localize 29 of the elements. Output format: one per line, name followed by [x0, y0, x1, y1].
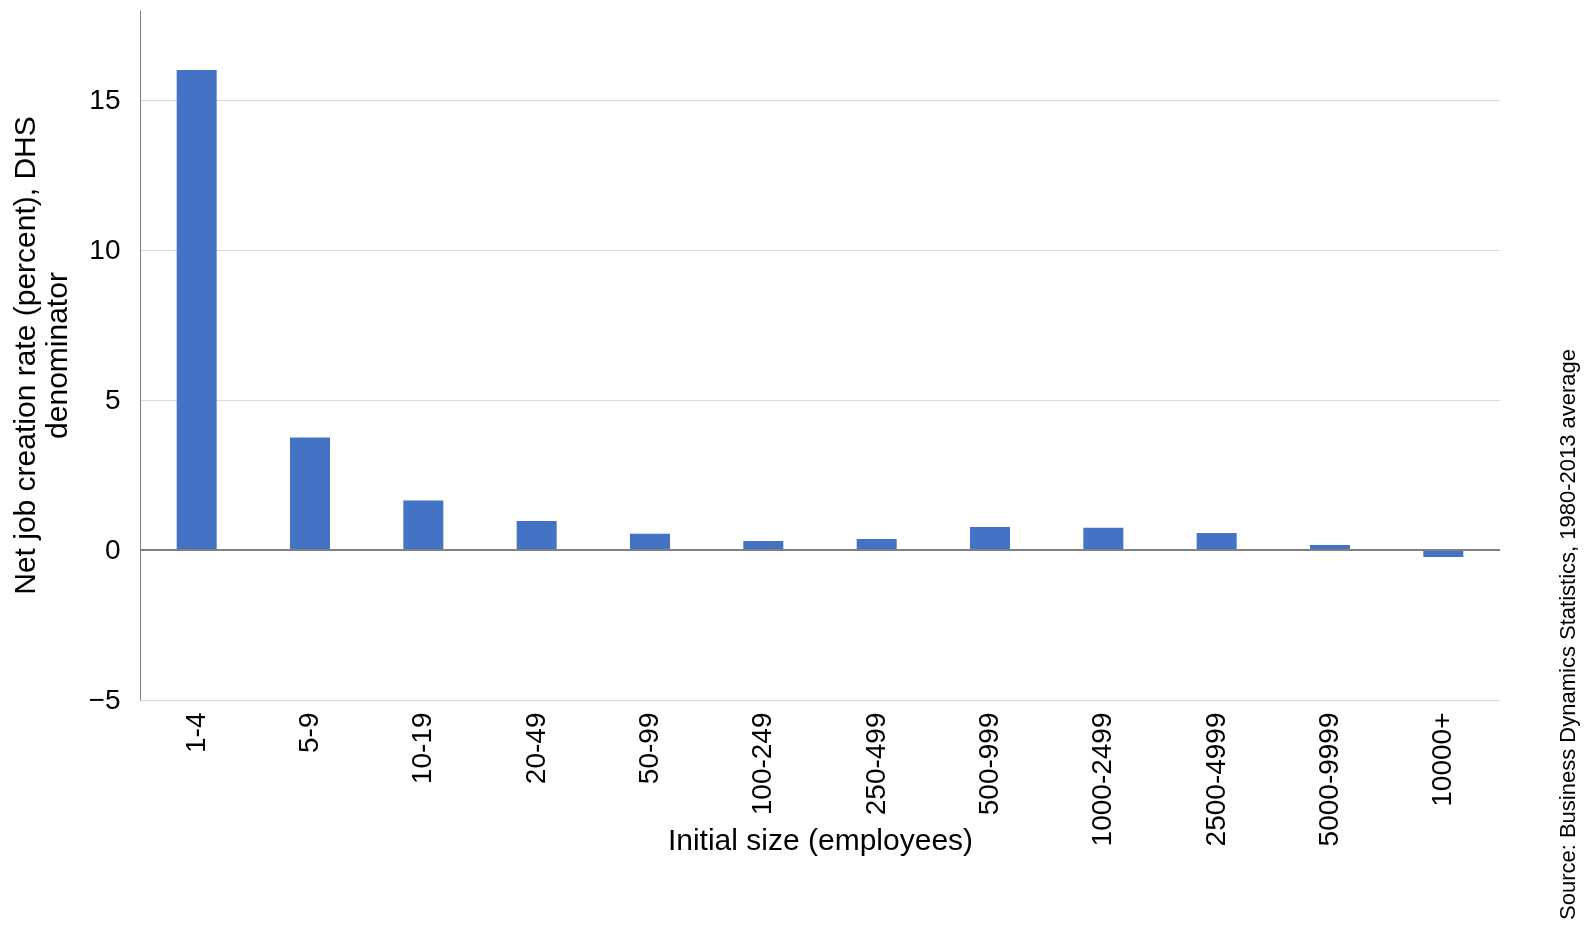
bar	[1083, 527, 1124, 550]
bar	[176, 70, 217, 550]
y-tick-label: −5	[88, 683, 121, 715]
bar	[856, 538, 897, 550]
bar	[1196, 532, 1237, 550]
x-tick-label: 5-9	[293, 712, 324, 753]
x-axis-title: Initial size (employees)	[667, 823, 974, 857]
x-tick-label: 100-249	[746, 712, 778, 816]
bar	[403, 500, 444, 550]
y-tick-label: 5	[104, 383, 121, 415]
bar	[630, 533, 670, 550]
bar	[516, 520, 557, 550]
y-tick-label: 10	[89, 233, 121, 265]
source-note: Source: Business Dynamics Statistics, 1980-2013 average	[1555, 348, 1581, 920]
y-axis-title: Net job creation rate (percent), DHS denominator	[7, 116, 73, 595]
x-tick-label: 20-49	[519, 712, 551, 785]
x-tick-label: 50-99	[633, 712, 664, 785]
bar	[290, 437, 330, 550]
x-tick-label: 10-19	[406, 712, 438, 785]
y-tick-label: 15	[89, 83, 121, 115]
x-tick-label: 500-999	[973, 712, 1004, 816]
y-tick-label: 0	[104, 533, 121, 565]
x-tick-label: 5000-9999	[1313, 712, 1344, 847]
x-tick-label: 10000+	[1426, 712, 1458, 807]
x-tick-label: 1000-2499	[1086, 712, 1118, 847]
x-tick-label: 1-4	[179, 712, 211, 753]
bar	[970, 526, 1010, 550]
x-tick-label: 250-499	[859, 712, 891, 816]
x-tick-label: 2500-4999	[1199, 712, 1231, 847]
